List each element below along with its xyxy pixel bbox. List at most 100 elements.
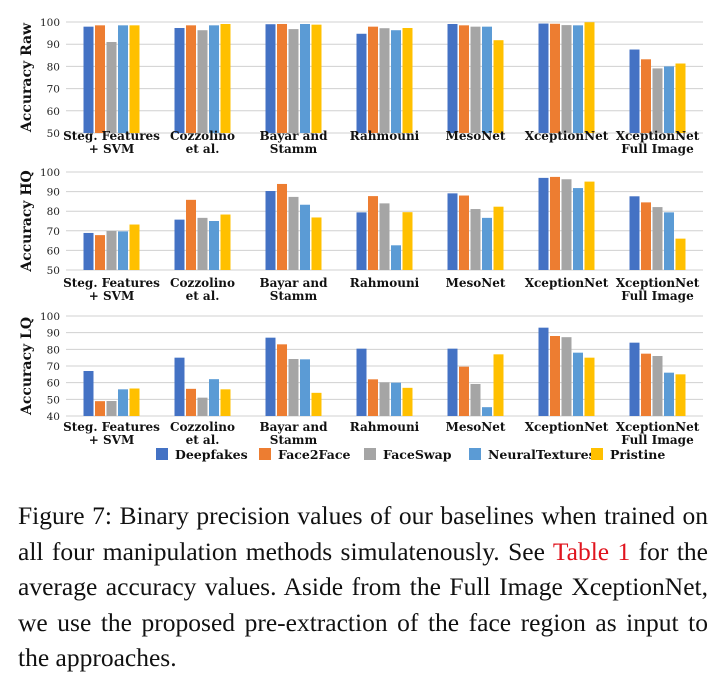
category-label: Steg. Features + SVM (63, 129, 160, 156)
category-label-line: Rahmouni (350, 276, 420, 290)
category-label-line: Cozzolino (170, 276, 235, 290)
category-label: Cozzolino et al. (170, 129, 235, 156)
table-1-link[interactable]: Table 1 (552, 536, 631, 566)
y-tick-label: 50 (47, 265, 60, 277)
bar-face2face (550, 23, 560, 133)
bar-deepfakes (265, 337, 276, 416)
bar-deepfakes (265, 24, 276, 133)
bar-face2face (95, 25, 105, 133)
category-label-line: Cozzolino (170, 129, 235, 143)
category-label: XceptionNet (525, 276, 609, 290)
y-tick-label: 70 (47, 84, 60, 96)
category-label-line: Steg. Features (63, 129, 160, 143)
bar-faceswap (106, 230, 117, 270)
bar-deepfakes (629, 49, 640, 133)
bar-neuraltextures (118, 231, 128, 270)
y-tick-label: 100 (40, 311, 60, 323)
y-tick-label: 90 (47, 39, 60, 51)
legend-label-face2face: Face2Face (278, 447, 350, 462)
y-tick-label: 80 (47, 61, 60, 73)
bar-pristine (311, 24, 322, 133)
bar-pristine (220, 214, 231, 270)
legend-label-faceswap: FaceSwap (383, 447, 452, 462)
bar-deepfakes (356, 33, 367, 133)
y-tick-label: 60 (47, 378, 60, 390)
bar-faceswap (652, 68, 663, 133)
bar-pristine (675, 63, 686, 133)
bar-faceswap (470, 384, 481, 416)
bar-pristine (129, 388, 140, 416)
category-label-line: MesoNet (446, 276, 506, 290)
bar-pristine (220, 23, 231, 133)
bar-deepfakes (447, 348, 458, 416)
bar-faceswap (197, 397, 208, 416)
legend-label-neuraltextures: NeuralTextures (488, 447, 596, 462)
category-label-line: Cozzolino (170, 420, 235, 434)
bar-pristine (402, 27, 413, 133)
category-label: Rahmouni (350, 129, 420, 143)
chart-panel-2: 50 60 70 80 90 100 Accuracy HQ Steg. Features + … (19, 167, 703, 303)
bar-faceswap (470, 26, 481, 133)
category-label: Cozzolino et al. (170, 420, 235, 447)
bar-neuraltextures (482, 407, 492, 416)
category-label-line: Bayar and (259, 129, 328, 143)
category-label-line: Stamm (270, 142, 318, 156)
bar-deepfakes (356, 348, 367, 416)
category-label-line: Rahmouni (350, 129, 420, 143)
bar-face2face (550, 176, 560, 270)
category-label-line: Full Image (621, 289, 694, 303)
bar-pristine (584, 181, 595, 270)
y-tick-label: 90 (47, 328, 60, 340)
legend-swatch-face2face (259, 448, 271, 460)
bar-faceswap (652, 207, 663, 270)
bar-face2face (186, 388, 196, 416)
bar-neuraltextures (482, 26, 492, 133)
y-tick-label: 60 (47, 106, 60, 118)
legend-label-pristine: Pristine (610, 447, 665, 462)
category-label-line: XceptionNet (616, 129, 700, 143)
bar-face2face (95, 235, 105, 270)
bar-faceswap (561, 337, 572, 416)
bar-pristine (311, 392, 322, 416)
category-label: MesoNet (446, 420, 506, 434)
bar-faceswap (379, 28, 390, 133)
category-label-line: Rahmouni (350, 420, 420, 434)
bar-face2face (459, 366, 469, 416)
category-label: Bayar and Stamm (259, 276, 328, 303)
bar-faceswap (379, 203, 390, 270)
bar-neuraltextures (664, 66, 674, 133)
figure-caption: Figure 7: Binary precision values of our… (18, 498, 708, 676)
category-label: XceptionNet Full Image (616, 420, 700, 447)
bar-faceswap (288, 196, 299, 270)
y-tick-label: 80 (47, 344, 60, 356)
bar-deepfakes (174, 357, 185, 416)
category-label: Bayar and Stamm (259, 420, 328, 447)
category-label-line: XceptionNet (525, 420, 609, 434)
legend: Deepfakes Face2Face FaceSwap NeuralTextures… (156, 447, 665, 462)
category-label-line: Full Image (621, 433, 694, 447)
bar-deepfakes (83, 371, 94, 416)
category-label-line: MesoNet (446, 129, 506, 143)
category-label-line: Stamm (270, 289, 318, 303)
bar-neuraltextures (664, 372, 674, 416)
bar-face2face (95, 401, 105, 416)
legend-label-deepfakes: Deepfakes (175, 447, 248, 462)
category-label-line: + SVM (89, 142, 135, 156)
bar-neuraltextures (300, 204, 310, 270)
bar-faceswap (288, 29, 299, 133)
category-label: Rahmouni (350, 420, 420, 434)
bar-neuraltextures (482, 217, 492, 270)
bar-face2face (459, 25, 469, 133)
bar-face2face (641, 202, 651, 270)
bar-faceswap (561, 25, 572, 133)
bar-faceswap (379, 382, 390, 416)
category-label-line: + SVM (89, 433, 135, 447)
bar-deepfakes (447, 23, 458, 133)
bar-neuraltextures (664, 212, 674, 270)
category-label-line: XceptionNet (616, 276, 700, 290)
bar-face2face (277, 183, 287, 270)
legend-swatch-deepfakes (156, 448, 168, 460)
legend-swatch-neuraltextures (469, 448, 481, 460)
bar-neuraltextures (391, 30, 401, 133)
